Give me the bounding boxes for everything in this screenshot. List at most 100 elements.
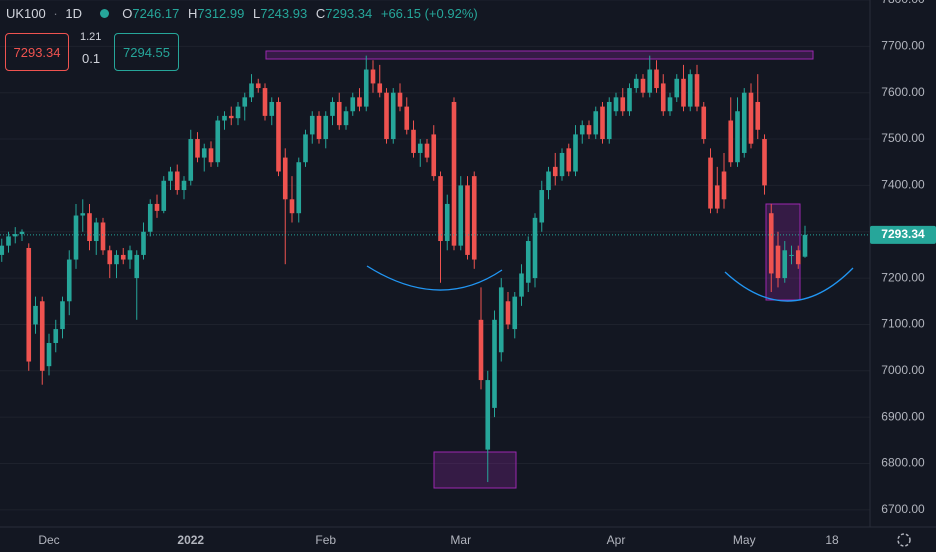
label-low: L bbox=[252, 6, 261, 21]
last-price-label: 7293.34 bbox=[881, 227, 925, 241]
candle-body bbox=[201, 148, 207, 158]
candle-body bbox=[444, 203, 450, 242]
candle-body bbox=[282, 157, 288, 200]
candle-body bbox=[471, 176, 477, 260]
candle-body bbox=[26, 247, 32, 362]
sell-button[interactable]: 7293.34 bbox=[5, 33, 69, 71]
y-tick-label: 7500.00 bbox=[881, 131, 925, 145]
candle-body bbox=[714, 185, 720, 209]
candle-body bbox=[357, 97, 362, 107]
candle-body bbox=[336, 101, 342, 126]
candle-body bbox=[168, 171, 173, 181]
y-tick-label: 7400.00 bbox=[881, 178, 925, 192]
candle-body bbox=[222, 115, 227, 121]
candle-body bbox=[620, 97, 626, 112]
candle-body bbox=[255, 83, 261, 89]
candle-body bbox=[93, 222, 99, 242]
candle-body bbox=[370, 69, 376, 84]
resistance-zone bbox=[265, 50, 814, 60]
candle-body bbox=[775, 245, 781, 279]
candle-body bbox=[768, 213, 774, 274]
candle-body bbox=[748, 92, 754, 144]
candle-body bbox=[276, 101, 281, 172]
candle-body bbox=[519, 273, 524, 297]
candle-body bbox=[512, 296, 518, 330]
candle-body bbox=[390, 92, 396, 140]
candle-body bbox=[708, 157, 713, 209]
candle-body bbox=[654, 69, 659, 89]
candle-body bbox=[593, 111, 599, 135]
candle-body bbox=[114, 254, 119, 265]
candle-body bbox=[465, 185, 470, 255]
settings-icon[interactable] bbox=[897, 533, 911, 547]
candle-body bbox=[195, 139, 200, 158]
candle-body bbox=[417, 143, 423, 153]
candle-body bbox=[87, 213, 92, 242]
y-tick-label: 6800.00 bbox=[881, 456, 925, 470]
candle-body bbox=[721, 171, 727, 200]
candle-body bbox=[323, 115, 329, 140]
buy-button[interactable]: 7294.55 bbox=[114, 33, 179, 71]
y-tick-label: 7600.00 bbox=[881, 85, 925, 99]
candle-body bbox=[363, 69, 369, 107]
candle-body bbox=[269, 101, 275, 116]
candle-body bbox=[53, 329, 59, 343]
candle-body bbox=[262, 88, 268, 116]
quantity[interactable]: 0.1 bbox=[82, 51, 101, 66]
candle-body bbox=[384, 92, 389, 140]
candle-body bbox=[6, 236, 11, 246]
y-tick-label: 7100.00 bbox=[881, 317, 925, 331]
interval: 1D bbox=[65, 6, 82, 21]
candle-body bbox=[532, 217, 538, 279]
candle-body bbox=[377, 83, 383, 93]
candle-body bbox=[39, 301, 45, 371]
x-tick-label: Feb bbox=[315, 533, 336, 547]
candle-body bbox=[228, 115, 234, 119]
candle-body bbox=[552, 166, 558, 177]
candle-body bbox=[107, 250, 113, 265]
candle-body bbox=[606, 101, 612, 140]
candle-body bbox=[161, 180, 167, 211]
candle-body bbox=[0, 245, 5, 255]
x-tick-label: Mar bbox=[450, 533, 471, 547]
candle-body bbox=[458, 185, 464, 246]
y-tick-label: 7200.00 bbox=[881, 270, 925, 284]
candle-body bbox=[174, 171, 180, 191]
candle-body bbox=[640, 78, 646, 93]
candle-body bbox=[411, 129, 416, 153]
y-tick-label: 7000.00 bbox=[881, 363, 925, 377]
candle-body bbox=[789, 254, 794, 256]
candle-body bbox=[60, 301, 65, 330]
candle-body bbox=[154, 203, 160, 211]
change: +66.15 (+0.92%) bbox=[380, 6, 478, 21]
candle-body bbox=[343, 111, 349, 126]
candle-body bbox=[350, 97, 356, 112]
candle-body bbox=[762, 139, 767, 186]
candle-body bbox=[478, 319, 484, 381]
candle-body bbox=[546, 171, 551, 191]
candle-body bbox=[802, 234, 808, 257]
status-dot bbox=[99, 9, 109, 18]
candle-body bbox=[397, 92, 403, 107]
candle-body bbox=[755, 101, 761, 130]
candle-body bbox=[235, 106, 241, 119]
candle-body bbox=[296, 162, 302, 214]
candle-body bbox=[633, 78, 639, 89]
label-high: H bbox=[187, 6, 198, 21]
candle-body bbox=[782, 250, 788, 279]
candle-body bbox=[215, 120, 221, 163]
candle-body bbox=[485, 380, 491, 450]
candles bbox=[0, 55, 808, 483]
candle-body bbox=[438, 176, 443, 242]
candle-body bbox=[701, 106, 707, 140]
candle-body bbox=[431, 134, 437, 177]
candle-body bbox=[120, 254, 126, 260]
candle-body bbox=[492, 319, 497, 408]
x-tick-label: Dec bbox=[38, 533, 59, 547]
candle-body bbox=[566, 148, 572, 172]
label-open: O bbox=[122, 6, 133, 21]
last-price-tag bbox=[870, 225, 936, 244]
candle-body bbox=[181, 180, 187, 191]
candle-body bbox=[208, 148, 214, 163]
